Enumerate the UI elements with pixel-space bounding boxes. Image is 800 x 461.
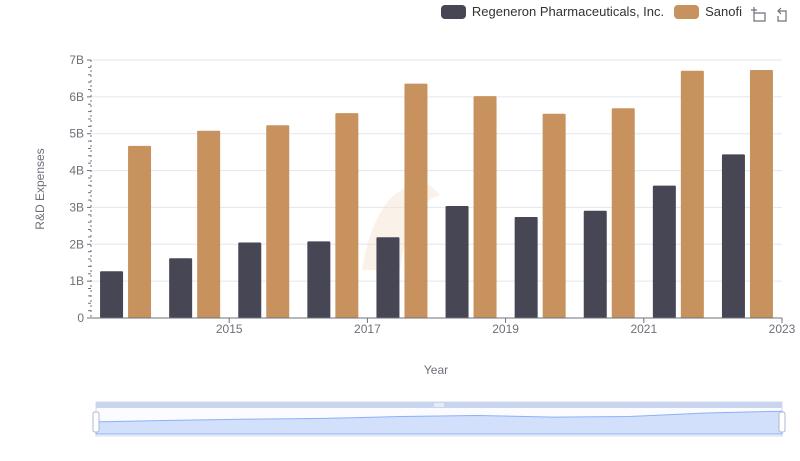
watermark-logo bbox=[362, 184, 440, 270]
bar-sanofi-2023[interactable] bbox=[749, 69, 773, 318]
bar-regeneron-2017[interactable] bbox=[307, 241, 331, 318]
zoom-reset-icon[interactable] bbox=[776, 6, 792, 22]
legend: Regeneron Pharmaceuticals, Inc. Sanofi bbox=[440, 4, 742, 19]
x-tick-label: 2021 bbox=[630, 322, 657, 336]
legend-item-sanofi[interactable]: Sanofi bbox=[674, 4, 742, 19]
data-zoom-move-handle[interactable] bbox=[434, 403, 444, 407]
bar-sanofi-2020[interactable] bbox=[542, 113, 566, 318]
y-tick-label: 4B bbox=[69, 164, 84, 178]
zoom-icon[interactable] bbox=[750, 6, 766, 22]
bar-sanofi-2016[interactable] bbox=[266, 125, 290, 318]
bar-sanofi-2018[interactable] bbox=[404, 83, 428, 319]
legend-item-regeneron[interactable]: Regeneron Pharmaceuticals, Inc. bbox=[440, 4, 665, 19]
y-tick-label: 1B bbox=[69, 274, 84, 288]
legend-label-sanofi: Sanofi bbox=[705, 4, 742, 19]
y-tick-label: 6B bbox=[69, 90, 84, 104]
bar-sanofi-2019[interactable] bbox=[473, 96, 497, 319]
y-tick-label: 0 bbox=[77, 311, 84, 325]
y-tick-label: 2B bbox=[69, 237, 84, 251]
grid-lines bbox=[91, 59, 782, 282]
legend-swatch-regeneron bbox=[440, 4, 466, 19]
bar-sanofi-2021[interactable] bbox=[611, 108, 635, 318]
bar-sanofi-2022[interactable] bbox=[680, 70, 704, 318]
data-zoom-preview bbox=[95, 410, 783, 435]
bar-regeneron-2022[interactable] bbox=[652, 185, 676, 318]
x-tick-label: 2017 bbox=[354, 322, 381, 336]
data-zoom-selection[interactable] bbox=[96, 408, 782, 436]
x-tick-label: 2015 bbox=[216, 322, 243, 336]
y-tick-label: 7B bbox=[69, 53, 84, 67]
x-tick-label: 2023 bbox=[769, 322, 796, 336]
y-tick-label: 3B bbox=[69, 200, 84, 214]
bar-regeneron-2023[interactable] bbox=[721, 154, 745, 318]
y-tick-label: 5B bbox=[69, 127, 84, 141]
x-axis: 2015 2017 2019 2021 2023 bbox=[91, 317, 796, 336]
bar-regeneron-2021[interactable] bbox=[583, 210, 607, 318]
y-axis: 0 1B 2B 3B 4B 5B 6B 7B bbox=[69, 53, 92, 325]
data-zoom-right-handle[interactable] bbox=[778, 411, 786, 433]
y-axis-label: R&D Expenses bbox=[33, 148, 47, 229]
bar-regeneron-2014[interactable] bbox=[100, 271, 124, 318]
bar-regeneron-2016[interactable] bbox=[238, 242, 262, 318]
data-zoom-left-handle[interactable] bbox=[92, 411, 100, 433]
legend-label-regeneron: Regeneron Pharmaceuticals, Inc. bbox=[471, 4, 665, 19]
legend-swatch-sanofi bbox=[674, 4, 700, 19]
data-zoom-slider[interactable] bbox=[92, 401, 786, 437]
bar-sanofi-2015[interactable] bbox=[197, 130, 221, 318]
bar-sanofi-2014[interactable] bbox=[128, 145, 152, 318]
bars bbox=[100, 69, 773, 319]
x-tick-label: 2019 bbox=[492, 322, 519, 336]
bar-regeneron-2020[interactable] bbox=[514, 217, 538, 318]
toolbox bbox=[750, 6, 792, 22]
bar-regeneron-2018[interactable] bbox=[376, 237, 400, 318]
bar-regeneron-2015[interactable] bbox=[169, 258, 193, 318]
x-axis-label: Year bbox=[424, 363, 448, 377]
bar-regeneron-2019[interactable] bbox=[445, 205, 469, 318]
bar-sanofi-2017[interactable] bbox=[335, 113, 359, 319]
